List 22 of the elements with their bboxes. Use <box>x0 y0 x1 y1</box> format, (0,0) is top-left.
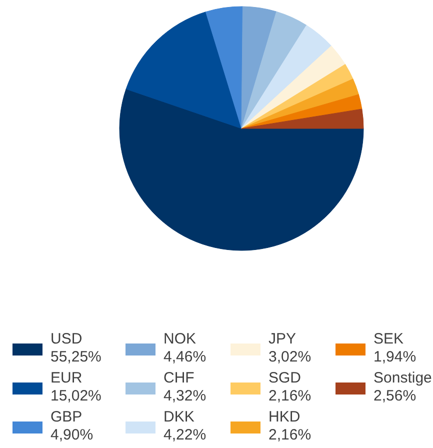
legend-label: HKD <box>268 408 300 426</box>
data-label: 15,02% <box>50 388 102 404</box>
legend-label: EUR <box>50 370 82 386</box>
legend-label: Sonstige <box>374 370 432 386</box>
legend-label: NOK <box>164 330 196 348</box>
legend-label: JPY <box>268 330 296 348</box>
data-label: 4,90% <box>50 426 94 444</box>
data-label: 4,32% <box>164 388 206 404</box>
legend-label: SEK <box>374 330 404 348</box>
legend-label: DKK <box>164 408 194 426</box>
legend-label: USD <box>50 330 82 348</box>
data-label: 1,94% <box>374 348 416 366</box>
data-label: 2,56% <box>374 388 416 404</box>
legend-label: SGD <box>268 370 302 386</box>
data-label: 2,16% <box>268 388 312 404</box>
data-label: 4,22% <box>164 426 206 444</box>
data-label: 2,16% <box>268 426 312 444</box>
legend-label: CHF <box>164 370 194 386</box>
data-label: 55,25% <box>50 348 102 366</box>
data-label: 3,02% <box>268 348 312 366</box>
legend-label: GBP <box>50 408 82 426</box>
data-label: 4,46% <box>164 348 206 366</box>
